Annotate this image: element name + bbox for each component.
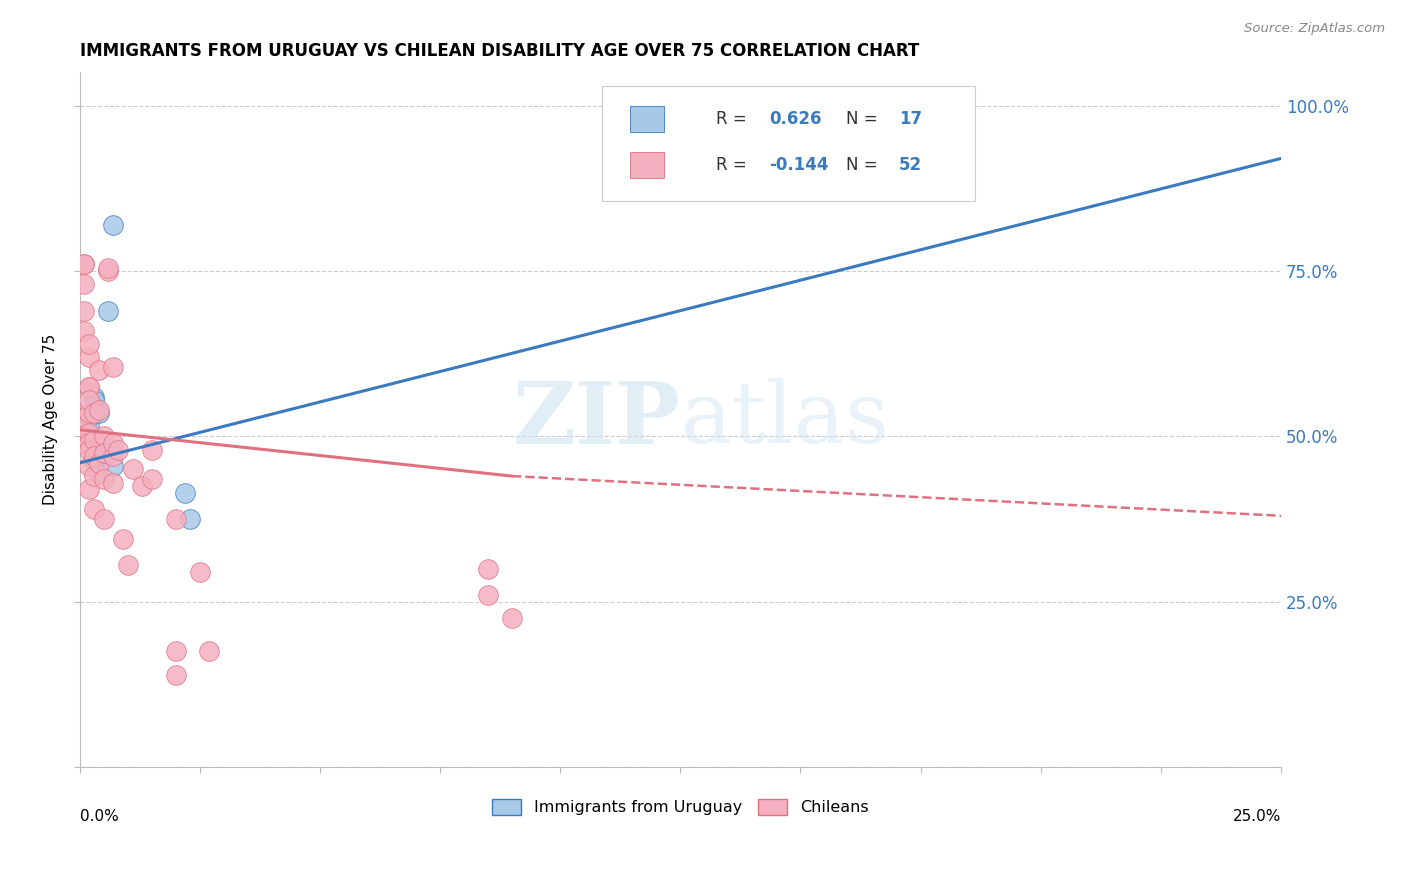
Text: N =: N = [846, 110, 883, 128]
Text: atlas: atlas [681, 378, 890, 461]
Point [87, 403, 110, 417]
Text: R =: R = [716, 156, 752, 174]
FancyBboxPatch shape [630, 152, 664, 178]
Point [83, 406, 105, 420]
Point [97, 264, 120, 278]
Point [73, 257, 96, 271]
Point [141, 472, 163, 486]
FancyBboxPatch shape [630, 106, 664, 132]
Point [165, 512, 187, 526]
Point [93, 446, 115, 460]
Point [77, 429, 100, 443]
Point [198, 644, 221, 658]
Text: IMMIGRANTS FROM URUGUAY VS CHILEAN DISABILITY AGE OVER 75 CORRELATION CHART: IMMIGRANTS FROM URUGUAY VS CHILEAN DISAB… [80, 42, 920, 60]
Point [77, 483, 100, 497]
Point [73, 409, 96, 424]
Point [77, 409, 100, 424]
Point [103, 218, 125, 232]
Point [97, 303, 120, 318]
Point [77, 406, 100, 420]
Point [165, 667, 187, 681]
Point [83, 469, 105, 483]
Point [77, 459, 100, 474]
Point [93, 429, 115, 443]
Text: ZIP: ZIP [513, 378, 681, 462]
FancyBboxPatch shape [602, 87, 974, 201]
Point [121, 462, 143, 476]
Point [141, 442, 163, 457]
Point [77, 436, 100, 450]
Point [73, 324, 96, 338]
Text: N =: N = [846, 156, 883, 174]
Point [77, 350, 100, 364]
Point [501, 611, 523, 625]
Point [73, 436, 96, 450]
Text: R =: R = [716, 110, 752, 128]
Point [73, 303, 96, 318]
Point [93, 472, 115, 486]
Point [73, 436, 96, 450]
Point [87, 406, 110, 420]
Point [103, 449, 125, 463]
Point [97, 260, 120, 275]
Point [83, 390, 105, 404]
Point [477, 562, 499, 576]
Point [77, 442, 100, 457]
Point [77, 419, 100, 434]
Point [179, 512, 201, 526]
Point [117, 558, 139, 573]
Point [111, 532, 134, 546]
Point [83, 502, 105, 516]
Y-axis label: Disability Age Over 75: Disability Age Over 75 [44, 334, 58, 506]
Point [107, 442, 129, 457]
Point [103, 436, 125, 450]
Point [477, 588, 499, 602]
Point [83, 433, 105, 447]
Point [77, 392, 100, 407]
Point [77, 426, 100, 441]
Point [174, 485, 197, 500]
Point [87, 456, 110, 470]
Point [83, 400, 105, 414]
Point [77, 336, 100, 351]
Point [131, 479, 153, 493]
Text: 0.0%: 0.0% [80, 809, 118, 824]
Text: 17: 17 [898, 110, 922, 128]
Point [87, 363, 110, 377]
Point [83, 452, 105, 467]
Point [73, 277, 96, 292]
Point [73, 423, 96, 437]
Text: 0.626: 0.626 [769, 110, 821, 128]
Point [93, 446, 115, 460]
Point [83, 449, 105, 463]
Text: -0.144: -0.144 [769, 156, 828, 174]
Point [188, 565, 211, 579]
Point [87, 466, 110, 480]
Text: 52: 52 [898, 156, 922, 174]
Point [103, 459, 125, 474]
Point [103, 475, 125, 490]
Text: Source: ZipAtlas.com: Source: ZipAtlas.com [1244, 22, 1385, 36]
Text: 25.0%: 25.0% [1233, 809, 1281, 824]
Point [77, 380, 100, 394]
Point [789, 158, 811, 172]
Point [165, 644, 187, 658]
Point [77, 380, 100, 394]
Point [93, 512, 115, 526]
Point [73, 257, 96, 271]
Point [83, 392, 105, 407]
Legend: Immigrants from Uruguay, Chileans: Immigrants from Uruguay, Chileans [486, 792, 875, 822]
Point [103, 359, 125, 374]
